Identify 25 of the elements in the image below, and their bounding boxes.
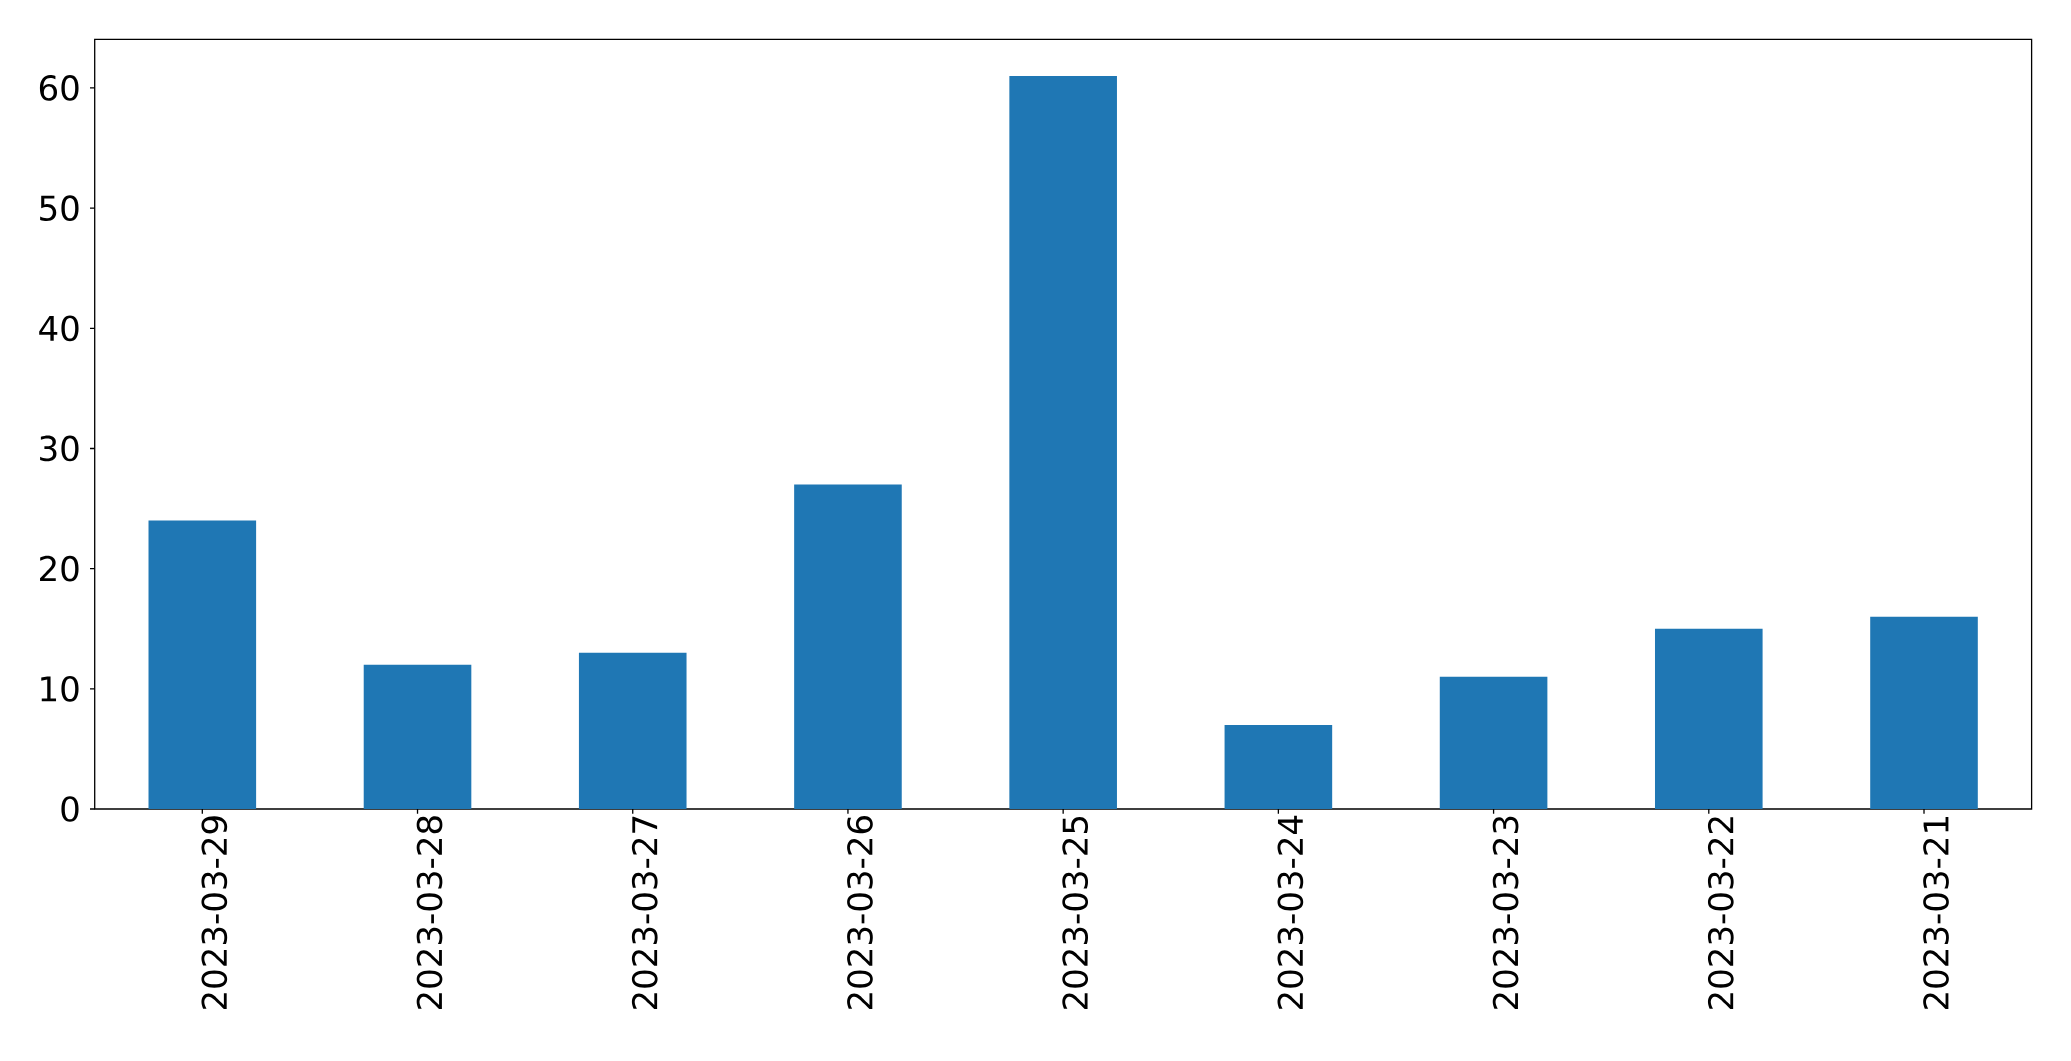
y-tick-label: 0: [61, 796, 79, 822]
x-tick-label: 2023-03-23: [1492, 816, 1519, 1009]
y-tick-label: 20: [40, 555, 79, 582]
y-tick-label: 60: [39, 75, 79, 101]
y-tick-label: 30: [40, 435, 79, 462]
x-tick-label: 2023-03-26: [847, 816, 873, 1009]
x-tick-label: 2023-03-25: [1062, 816, 1089, 1009]
x-tick-label: 2023-03-29: [201, 816, 228, 1009]
x-tick-label: 2023-03-21: [1923, 817, 1949, 1009]
x-tick-label: 2023-03-27: [631, 816, 658, 1009]
bar: [1654, 628, 1763, 809]
bar: [578, 652, 687, 809]
x-tick-label: 2023-03-24: [1277, 815, 1304, 1009]
bar: [148, 520, 257, 809]
bar: [363, 664, 472, 809]
bar: [1224, 724, 1333, 809]
bar: [1439, 676, 1548, 809]
y-tick-label: 10: [41, 675, 79, 702]
bar: [1870, 616, 1978, 809]
y-tick-label: 40: [39, 315, 79, 342]
x-tick-label: 2023-03-28: [416, 816, 443, 1009]
x-tick-label: 2023-03-22: [1707, 817, 1734, 1009]
bar: [1009, 75, 1117, 809]
y-tick-label: 50: [40, 195, 79, 221]
bar: [794, 484, 902, 809]
